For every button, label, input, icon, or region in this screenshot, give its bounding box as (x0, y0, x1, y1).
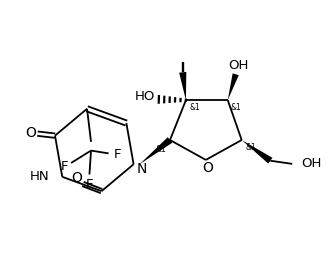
Text: F: F (85, 177, 93, 190)
Text: &1: &1 (245, 143, 256, 152)
Text: HN: HN (30, 169, 49, 182)
Text: F: F (60, 160, 68, 173)
Text: &1: &1 (156, 145, 167, 154)
Polygon shape (179, 72, 186, 100)
Text: OH: OH (229, 59, 249, 72)
Text: HO: HO (135, 90, 155, 103)
Polygon shape (139, 137, 172, 164)
Polygon shape (242, 140, 273, 164)
Polygon shape (228, 73, 239, 100)
Text: N: N (137, 162, 147, 176)
Text: &1: &1 (189, 103, 200, 112)
Text: O: O (71, 171, 82, 185)
Text: O: O (202, 161, 213, 175)
Text: F: F (114, 148, 122, 161)
Text: &1: &1 (230, 103, 241, 112)
Text: OH: OH (301, 157, 321, 170)
Text: O: O (25, 126, 36, 140)
